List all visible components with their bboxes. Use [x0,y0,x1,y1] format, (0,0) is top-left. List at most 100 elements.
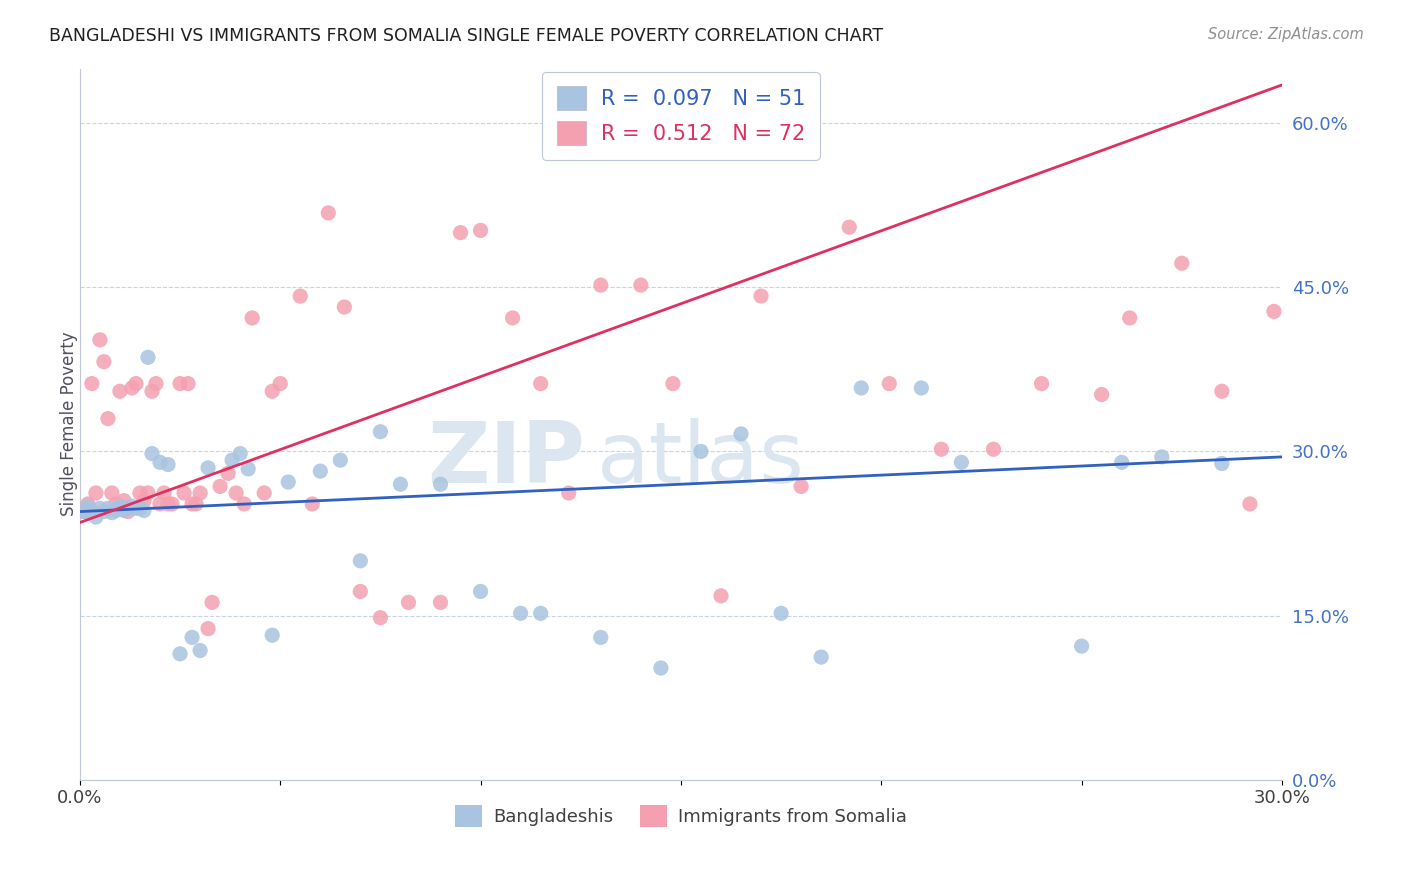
Point [269,376,291,391]
Point [262,384,284,399]
Point [101,486,124,500]
Point [229,447,252,461]
Text: atlas: atlas [596,418,804,501]
Point [370,425,392,439]
Point [217,467,239,481]
Text: Source: ZipAtlas.com: Source: ZipAtlas.com [1208,27,1364,42]
Point [690,444,713,458]
Y-axis label: Single Female Poverty: Single Female Poverty [60,332,77,516]
Point [197,622,219,636]
Point [1091,387,1114,401]
Point [290,289,312,303]
Point [209,479,232,493]
Point [141,384,163,399]
Legend: Bangladeshis, Immigrants from Somalia: Bangladeshis, Immigrants from Somalia [447,798,914,835]
Point [333,300,356,314]
Point [108,384,131,399]
Point [1111,455,1133,469]
Point [225,486,247,500]
Point [810,650,832,665]
Point [136,486,159,500]
Point [1291,267,1313,281]
Point [141,447,163,461]
Point [233,497,256,511]
Point [429,595,451,609]
Point [157,458,180,472]
Point [145,376,167,391]
Point [149,497,172,511]
Point [240,310,263,325]
Point [1150,450,1173,464]
Point [662,376,685,391]
Point [77,497,100,511]
Point [121,381,143,395]
Point [201,595,224,609]
Point [97,411,120,425]
Point [73,505,96,519]
Point [530,607,553,621]
Point [589,278,612,293]
Point [838,220,860,235]
Point [309,464,332,478]
Point [169,376,191,391]
Point [1171,256,1194,270]
Point [136,351,159,365]
Point [84,486,107,500]
Point [1118,310,1140,325]
Point [277,475,299,489]
Point [630,278,652,293]
Point [169,647,191,661]
Point [125,376,148,391]
Point [101,506,124,520]
Point [181,631,204,645]
Point [157,497,180,511]
Point [132,503,155,517]
Point [177,376,200,391]
Point [262,628,284,642]
Point [149,455,172,469]
Point [509,607,531,621]
Text: BANGLADESHI VS IMMIGRANTS FROM SOMALIA SINGLE FEMALE POVERTY CORRELATION CHART: BANGLADESHI VS IMMIGRANTS FROM SOMALIA S… [49,27,883,45]
Point [80,505,103,519]
Point [112,493,135,508]
Point [184,497,207,511]
Point [450,226,472,240]
Point [1031,376,1053,391]
Point [429,477,451,491]
Point [80,376,103,391]
Point [1239,497,1261,511]
Point [104,497,127,511]
Point [173,486,195,500]
Point [589,631,612,645]
Text: ZIP: ZIP [427,418,585,501]
Point [221,453,243,467]
Point [108,499,131,513]
Point [950,455,973,469]
Point [530,376,553,391]
Point [73,505,96,519]
Point [910,381,932,395]
Point [557,486,579,500]
Point [121,499,143,513]
Point [1070,639,1092,653]
Point [89,333,111,347]
Point [329,453,352,467]
Point [877,376,900,391]
Point [97,501,120,516]
Point [181,497,204,511]
Point [93,355,115,369]
Point [396,595,419,609]
Point [502,310,524,325]
Point [730,426,752,441]
Point [253,486,276,500]
Point [983,442,1005,457]
Point [301,497,323,511]
Point [1211,384,1233,399]
Point [188,486,211,500]
Point [749,289,772,303]
Point [125,501,148,516]
Point [132,493,155,508]
Point [790,479,813,493]
Point [188,643,211,657]
Point [349,584,371,599]
